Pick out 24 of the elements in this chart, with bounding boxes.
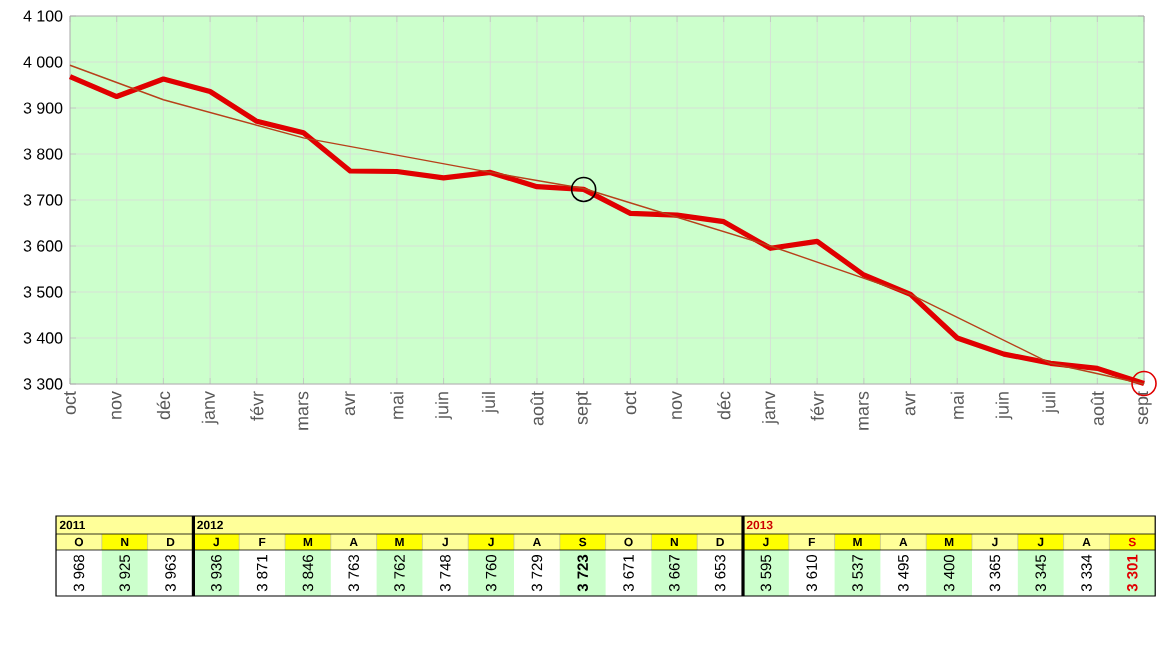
x-tick-label: août (1090, 391, 1104, 426)
x-tick-label: sept (576, 391, 592, 425)
x-tick-label: juil (481, 392, 499, 414)
x-tick-label: avr (345, 391, 356, 416)
x-tick-label: févr (810, 391, 824, 421)
x-tick-label: janv (201, 391, 219, 425)
x-tick-label: oct (624, 391, 637, 415)
x-tick-label: oct (64, 391, 76, 415)
x-tick-label: juil (1042, 392, 1059, 414)
x-tick-label: nov (111, 391, 122, 419)
x-tick-label: juin (995, 392, 1013, 420)
x-tick-label: sept (1136, 391, 1152, 425)
x-tick-label: mai (950, 392, 964, 419)
x-tick-label: févr (250, 391, 264, 421)
x-tick-label: avr (905, 391, 916, 416)
x-tick-label: août (530, 391, 544, 426)
x-tick-label: mai (390, 392, 404, 419)
x-tick-label: juin (435, 392, 452, 420)
x-tick-label: déc (717, 391, 731, 420)
x-tick-label: nov (672, 391, 682, 419)
x-tick-label: déc (156, 391, 171, 420)
x-tick-label: janv (762, 391, 779, 425)
x-tick-label: mars (298, 391, 309, 430)
x-tick-label: mars (858, 391, 869, 430)
